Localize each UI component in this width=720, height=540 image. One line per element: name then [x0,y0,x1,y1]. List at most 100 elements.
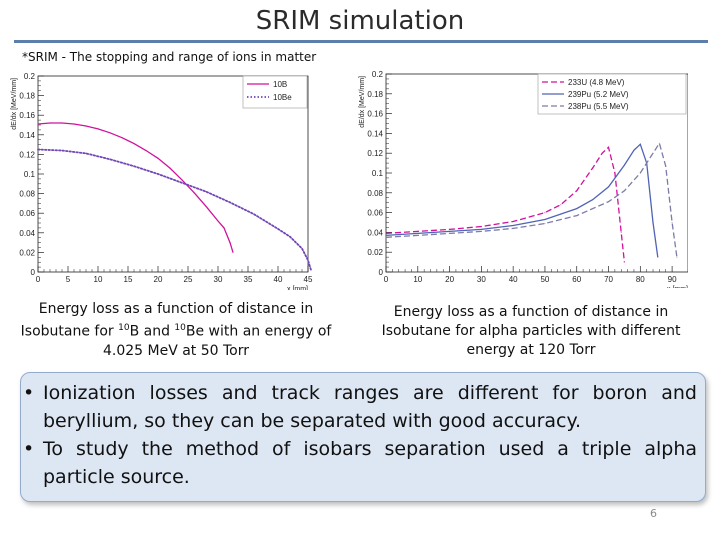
c1-ylabel: dE/dx [MeV/mm] [11,78,18,130]
c1-xtick-label: 40 [274,275,283,284]
c2-xtick-label: 0 [384,275,389,284]
c1-ytick-label: 0.08 [19,190,35,199]
c2-xtick-label: 30 [477,275,486,284]
c2-ytick-label: 0.02 [367,248,383,257]
c2-data-point-3 [665,165,667,167]
c2-data-point-3 [576,215,578,217]
c2-data-point-3 [639,172,641,174]
c2-data-point-3 [658,142,660,144]
c1-ytick-label: 0.14 [19,131,35,140]
c1-data-point-1 [73,123,75,125]
c1-data-point-2 [133,165,135,167]
c2-data-point-1 [417,230,419,232]
slide-title: SRIM simulation [255,6,465,36]
caption-left-text-1: Energy loss as a function of distance in… [20,301,314,340]
c2-xtick-label: 40 [509,275,518,284]
bullet-box: • Ionization losses and track ranges are… [20,372,706,502]
c2-data-point-1 [607,146,610,148]
c1-data-point-1 [121,137,123,139]
c1-data-point-1 [37,123,39,125]
c1-data-point-1 [169,167,171,169]
c2-xtick-label: 10 [413,275,422,284]
c1-data-point-1 [145,149,147,152]
c2-data-point-1 [592,167,594,169]
c1-ytick-label: 0.12 [19,150,35,159]
c2-data-point-2 [607,186,610,188]
c2-ytick-label: 0.2 [372,70,384,79]
bullet-item-2: • To study the method of isobars separat… [21,435,697,491]
c1-xtick-label: 45 [304,275,313,284]
title-divider [14,40,708,43]
c2-data-point-2 [639,143,641,145]
c1-data-point-1 [97,128,99,130]
c2-data-point-1 [512,220,514,223]
c1-xlabel: x [mm] [287,286,308,290]
c1-xtick-label: 20 [154,275,163,284]
c2-data-point-1 [576,190,578,192]
c2-xtick-label: 50 [540,275,549,284]
c2-data-point-3 [671,221,673,224]
c1-ytick-label: 0.06 [19,209,35,218]
c1-ytick-label: 0.1 [24,170,36,179]
c1-data-point-1 [229,242,231,244]
bullet-symbol: • [23,438,35,460]
c2-data-point-2 [449,230,451,232]
c2-data-point-3 [676,256,678,258]
c1-series-line-2 [37,148,312,271]
caption-left: Energy loss as a function of distance in… [6,300,346,361]
c2-data-point-1 [480,225,482,228]
c1-xtick-label: 10 [94,275,103,284]
c1-data-point-2 [157,173,159,175]
c2-data-point-2 [385,234,387,236]
c2-xtick-label: 90 [668,275,677,284]
c2-ytick-label: 0 [379,268,384,277]
c2-ytick-label: 0.14 [367,129,383,138]
c1-series-line-1 [37,122,234,253]
c2-ytick-label: 0.16 [367,110,383,119]
c1-data-point-2 [85,152,87,154]
c2-data-point-1 [449,228,451,230]
c2-ytick-label: 0.08 [367,189,383,198]
c2-data-point-2 [480,228,482,230]
c1-data-point-1 [157,157,159,159]
c1-xtick-label: 30 [214,275,223,284]
c1-xtick-label: 15 [124,275,133,284]
bullet-text-1: Ionization losses and track ranges are d… [43,382,697,432]
c2-data-point-2 [592,199,594,201]
c1-xtick-label: 25 [184,275,193,284]
c2-data-point-1 [614,172,616,174]
c1-data-point-1 [85,125,87,127]
c1-data-point-1 [61,122,63,124]
c2-data-point-2 [417,232,419,234]
c2-ytick-label: 0.12 [367,149,383,158]
c1-data-point-2 [277,228,279,230]
c2-data-point-1 [601,152,603,154]
slide-subtitle: *SRIM - The stopping and range of ions i… [22,50,317,64]
c1-data-point-2 [61,149,63,152]
c2-ytick-label: 0.18 [367,90,383,99]
bullet-symbol: • [23,382,35,404]
chart-boron-beryllium: 0 0.02 0.04 0.06 0.08 0.1 0.12 0.14 0.16 0.18 0.2 0… [8,68,338,290]
chart-alpha-particles: 0 0.02 0.04 0.06 0.08 0.1 0.12 0.14 0.16 0.18 0.2 0… [358,66,688,288]
c2-data-point-2 [576,208,578,210]
c2-ytick-label: 0.1 [372,169,384,178]
c2-legend-label: 233U (4.8 MeV) [568,78,625,87]
c2-data-point-2 [544,218,546,221]
c1-data-point-1 [181,179,183,181]
c2-data-point-2 [633,149,635,151]
c1-data-point-1 [133,143,135,145]
c1-data-point-2 [229,201,231,203]
c2-xtick-label: 80 [636,275,645,284]
caption-left-sup-2: 10 [174,323,186,333]
c2-xtick-label: 70 [604,275,613,284]
c2-data-point-3 [544,222,546,225]
c1-data-point-1 [223,227,225,229]
c1-ytick-label: 0.02 [19,248,35,257]
c1-data-point-1 [193,192,195,194]
c2-xtick-label: 60 [572,275,581,284]
c1-data-point-1 [232,251,234,253]
c1-data-point-1 [205,205,207,207]
c1-data-point-1 [49,122,51,124]
c2-legend-label: 239Pu (5.2 MeV) [568,90,629,99]
c1-ytick-label: 0.04 [19,229,35,238]
